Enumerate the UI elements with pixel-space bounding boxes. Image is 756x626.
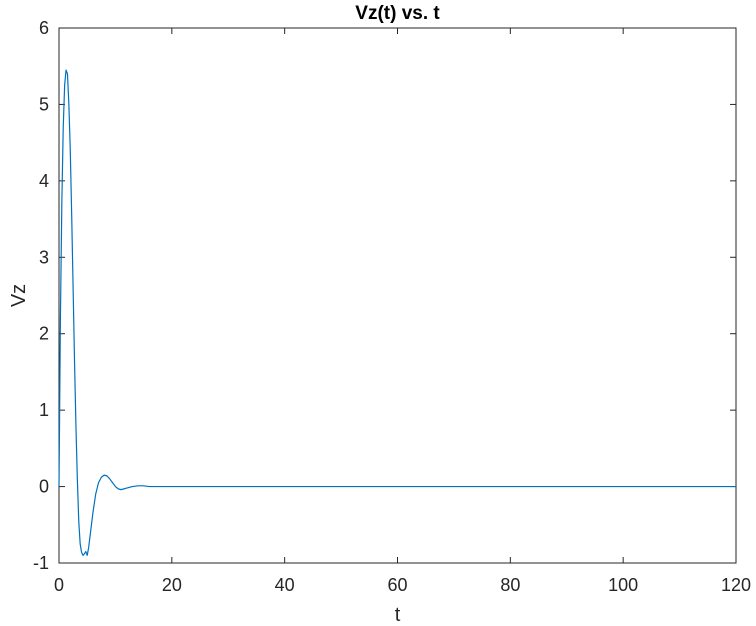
x-tick-label: 40 (275, 575, 295, 595)
x-tick-label: 100 (608, 575, 638, 595)
axes-box (58, 27, 737, 564)
chart-title: Vz(t) vs. t (355, 3, 440, 24)
y-tick-label: 0 (39, 477, 49, 497)
x-tick-label: 80 (500, 575, 520, 595)
x-tick-label: 120 (721, 575, 751, 595)
y-tick-label: 5 (39, 94, 49, 114)
x-tick-label: 20 (162, 575, 182, 595)
x-tick-label: 0 (54, 575, 64, 595)
y-tick-label: 2 (39, 324, 49, 344)
x-axis-label: t (395, 604, 401, 626)
y-tick-label: 6 (39, 18, 49, 38)
y-axis-label: Vz (8, 284, 30, 307)
y-tick-label: -1 (33, 553, 49, 573)
y-tick-label: 3 (39, 247, 49, 267)
series-line (58, 69, 736, 556)
x-tick-label: 60 (387, 575, 407, 595)
y-tick-label: 4 (39, 171, 49, 191)
y-tick-label: 1 (39, 400, 49, 420)
